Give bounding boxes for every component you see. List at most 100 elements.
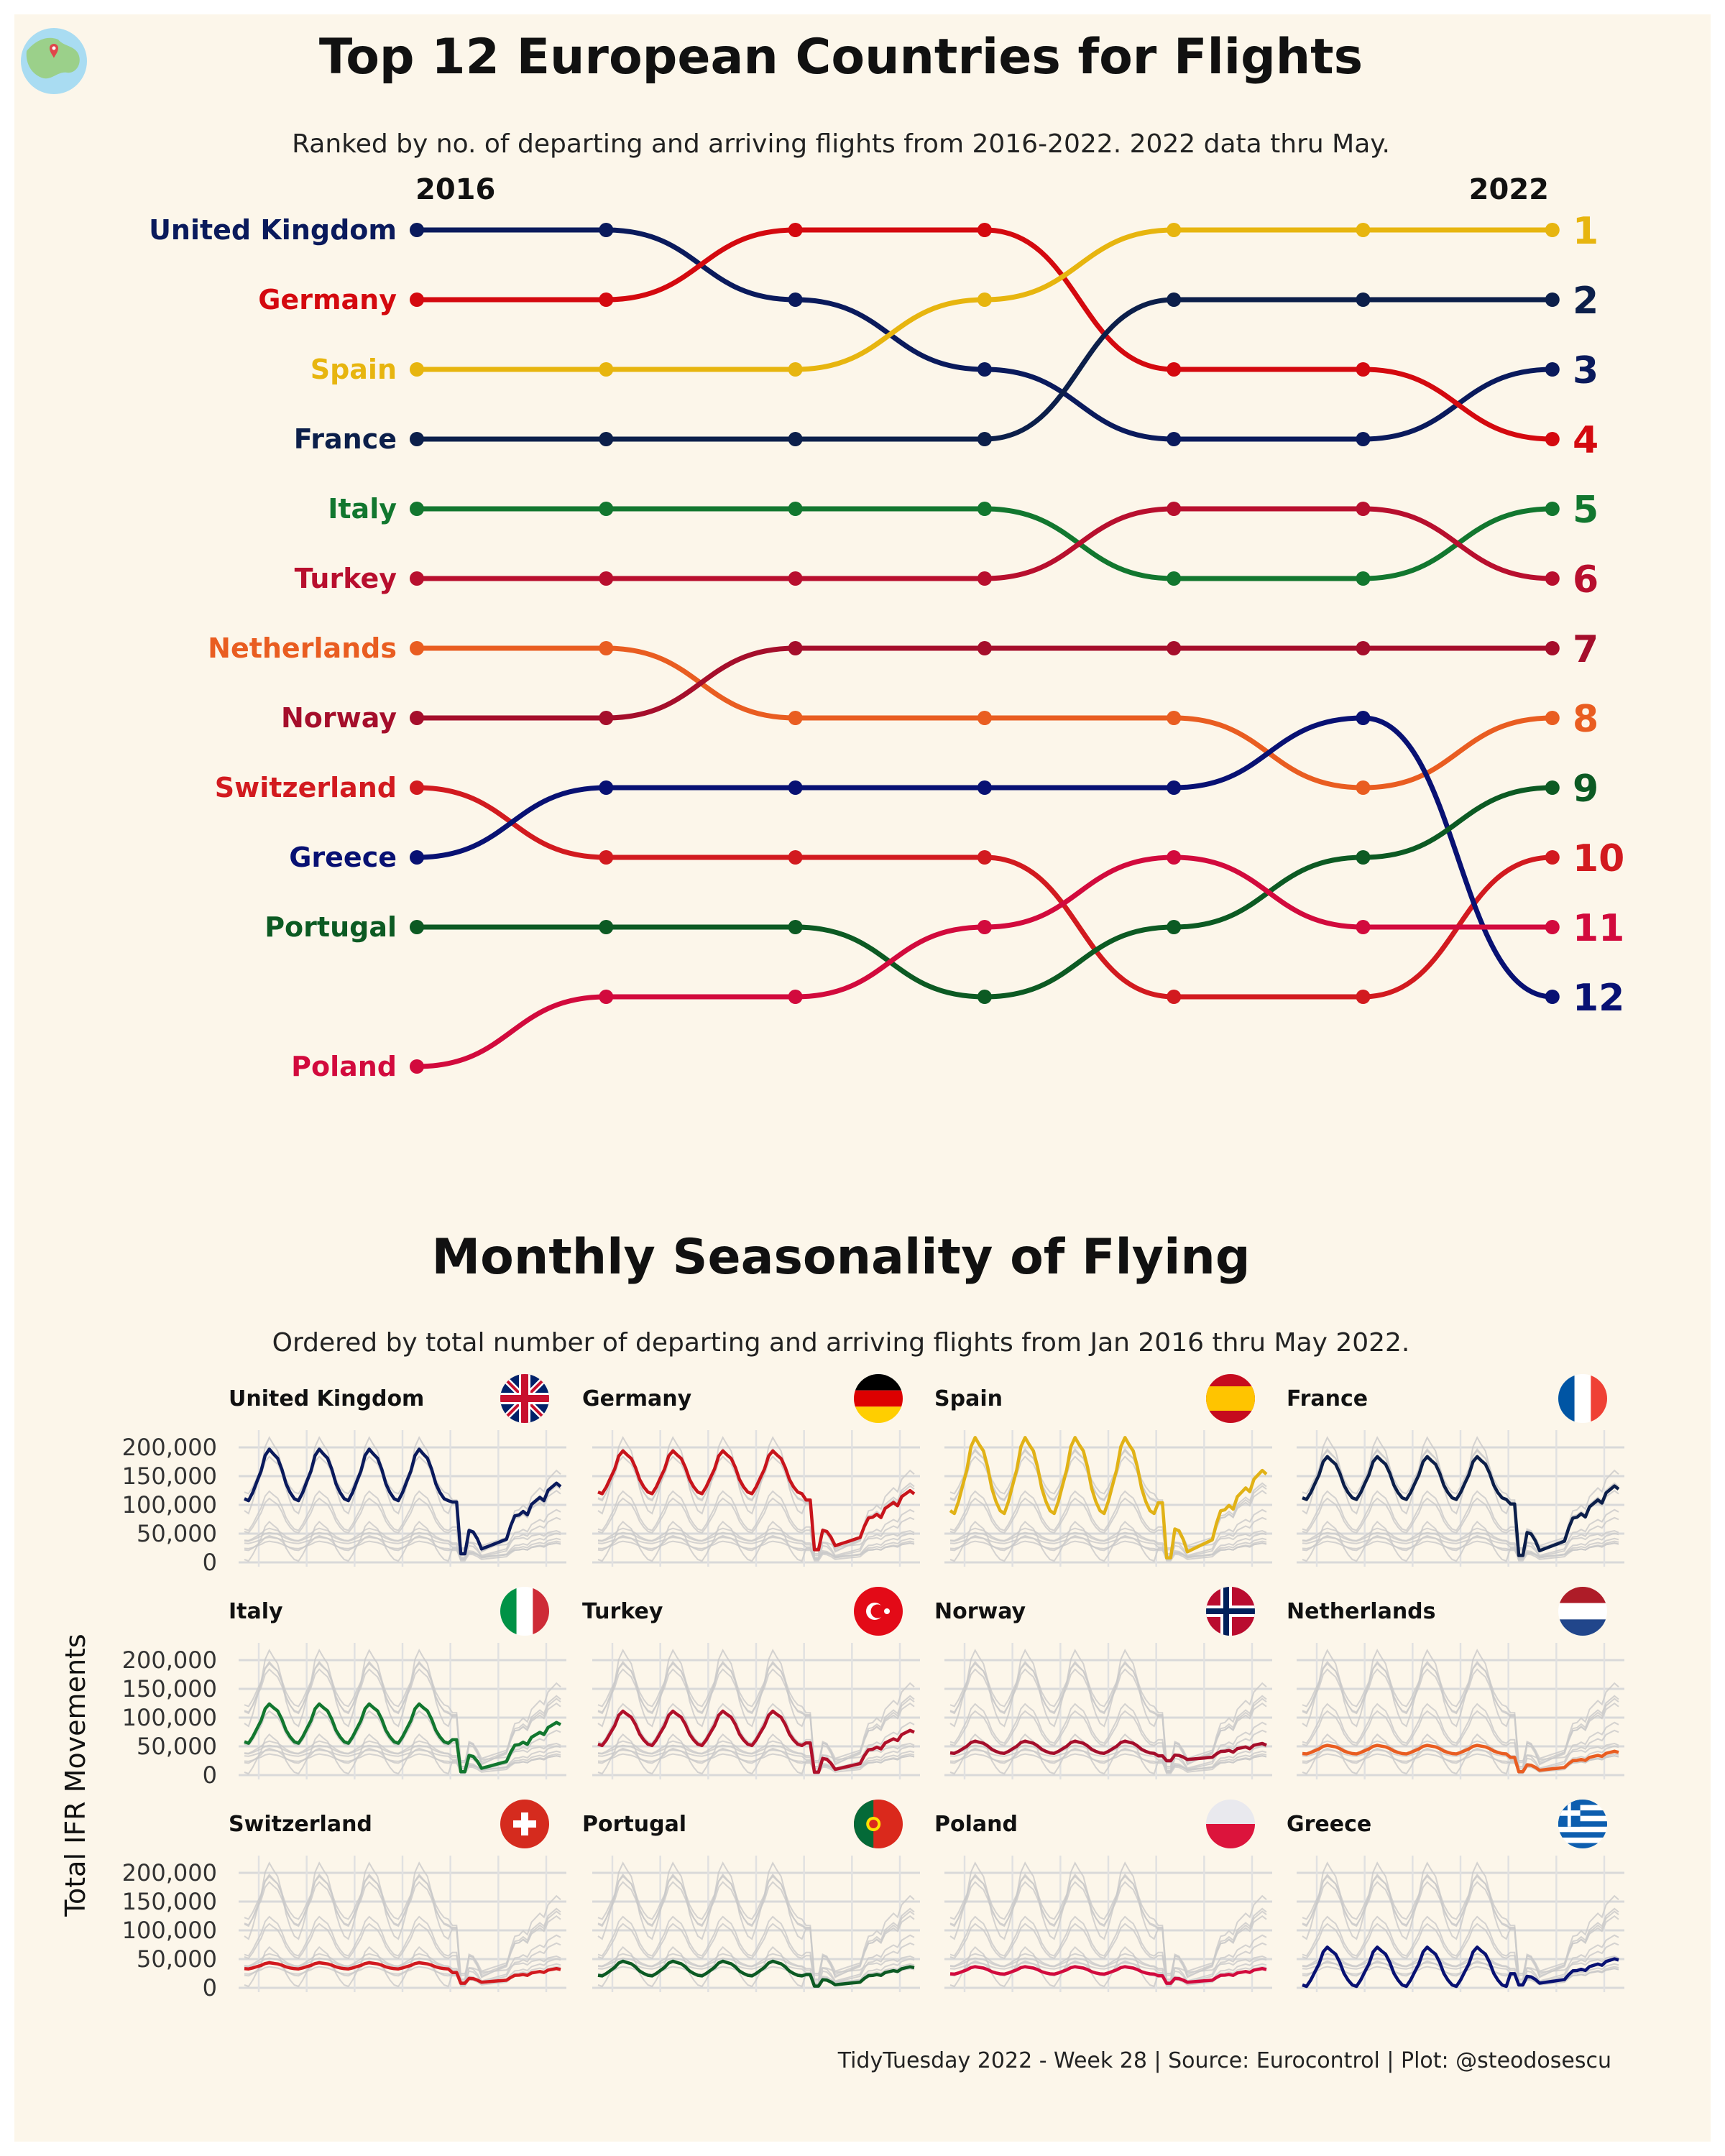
bump-point-portugal (599, 920, 614, 934)
bump-point-portugal (1545, 780, 1560, 795)
background-series-italy (949, 1490, 1267, 1560)
rank-label-6: 6 (1573, 558, 1598, 602)
year-label-start: 2016 (415, 173, 495, 206)
rank-label-9: 9 (1573, 768, 1598, 811)
rank-label-4: 4 (1573, 419, 1598, 462)
france-flag-icon (1558, 1374, 1607, 1423)
bump-point-switzerland (977, 850, 992, 865)
uk-flag-icon (500, 1374, 549, 1423)
bump-point-france (1356, 292, 1371, 307)
bump-point-netherlands (1167, 711, 1182, 725)
country-label-netherlands: Netherlands (208, 632, 397, 664)
background-series-poland (244, 1540, 561, 1559)
bump-point-portugal (1356, 850, 1371, 865)
bump-line-portugal (414, 785, 1555, 1000)
bump-point-united-kingdom (788, 292, 803, 307)
bump-point-switzerland (599, 850, 614, 865)
y-tick-label: 0 (203, 1761, 217, 1789)
background-series-poland (244, 1753, 561, 1772)
bump-point-poland (1545, 920, 1560, 934)
highlight-series-netherlands (1302, 1743, 1619, 1774)
bump-point-norway (788, 641, 803, 655)
bump-point-greece (1167, 780, 1182, 795)
highlight-series-norway (949, 1739, 1267, 1763)
bump-point-spain (1545, 223, 1560, 237)
germany-flag-icon (854, 1374, 903, 1423)
background-series-spain (244, 1649, 561, 1772)
bump-point-switzerland (788, 850, 803, 865)
bump-point-poland (1167, 850, 1182, 865)
background-series-greece (244, 1520, 561, 1562)
greece-flag-icon (1558, 1800, 1607, 1848)
rank-label-7: 7 (1573, 628, 1598, 671)
background-series-turkey (949, 1922, 1267, 1986)
bump-point-netherlands (788, 711, 803, 725)
background-series-france (1302, 1668, 1619, 1769)
bump-point-italy (599, 502, 614, 516)
background-series-spain (597, 1649, 915, 1772)
background-series-italy (597, 1915, 915, 1986)
bump-point-germany (410, 292, 424, 307)
bump-chart-title: Top 12 European Countries for Flights (319, 29, 1363, 86)
y-tick-label: 150,000 (122, 1675, 217, 1703)
rank-label-1: 1 (1573, 210, 1598, 253)
bump-point-turkey (977, 571, 992, 586)
bump-point-poland (1356, 920, 1371, 934)
y-tick-label: 0 (203, 1974, 217, 2001)
y-tick-label: 100,000 (122, 1491, 217, 1519)
poster-background (14, 14, 1711, 2142)
y-tick-label: 200,000 (122, 1859, 217, 1886)
bump-point-greece (788, 780, 803, 795)
y-axis-title: Total IFR Movements (60, 1634, 91, 1917)
background-series-poland (949, 1540, 1267, 1559)
bump-point-spain (599, 362, 614, 377)
background-series-turkey (597, 1497, 915, 1560)
background-series-italy (949, 1915, 1267, 1986)
bump-point-france (410, 432, 424, 446)
panel-greece: Greece (1287, 1800, 1624, 1992)
bump-point-united-kingdom (1356, 432, 1371, 446)
panel-title-greece: Greece (1287, 1812, 1371, 1837)
country-label-france: France (294, 423, 397, 455)
background-series-italy (244, 1490, 561, 1560)
highlight-series-greece (1302, 1945, 1619, 1989)
bump-point-greece (410, 850, 424, 865)
panel-norway: Norway (934, 1587, 1272, 1779)
background-series-france (244, 1881, 561, 1982)
bump-point-united-kingdom (1545, 362, 1560, 377)
background-series-italy (597, 1490, 915, 1560)
background-series-france (597, 1668, 915, 1769)
highlight-series-france (1302, 1455, 1620, 1557)
seasonality-small-multiples: United Kingdom050,000100,000150,000200,0… (122, 1374, 1624, 2001)
bump-point-poland (788, 990, 803, 1004)
seasonality-title: Monthly Seasonality of Flying (431, 1229, 1250, 1286)
y-tick-label: 200,000 (122, 1434, 217, 1461)
background-series-greece (597, 1945, 915, 1988)
panel-turkey: Turkey (582, 1587, 920, 1779)
bump-point-netherlands (977, 711, 992, 725)
background-series-turkey (597, 1922, 915, 1986)
bump-point-norway (1167, 641, 1182, 655)
country-label-norway: Norway (281, 702, 397, 734)
bump-point-france (788, 432, 803, 446)
bump-line-poland (414, 854, 1555, 1069)
y-tick-label: 50,000 (137, 1733, 217, 1760)
background-series-france (949, 1668, 1267, 1769)
bump-point-turkey (410, 571, 424, 586)
panel-title-italy: Italy (229, 1599, 283, 1624)
background-series-poland (597, 1540, 915, 1559)
y-tick-label: 50,000 (137, 1945, 217, 1973)
bump-point-germany (788, 223, 803, 237)
background-series-turkey (244, 1922, 561, 1986)
bump-point-france (1545, 292, 1560, 307)
poland-flag-icon (1206, 1800, 1255, 1848)
country-label-turkey: Turkey (295, 563, 397, 594)
background-series-turkey (1302, 1497, 1619, 1560)
bump-point-greece (1545, 990, 1560, 1004)
panel-title-portugal: Portugal (582, 1812, 686, 1837)
background-series-greece (1302, 1520, 1619, 1562)
panel-title-poland: Poland (934, 1812, 1018, 1837)
panel-title-switzerland: Switzerland (229, 1812, 372, 1837)
